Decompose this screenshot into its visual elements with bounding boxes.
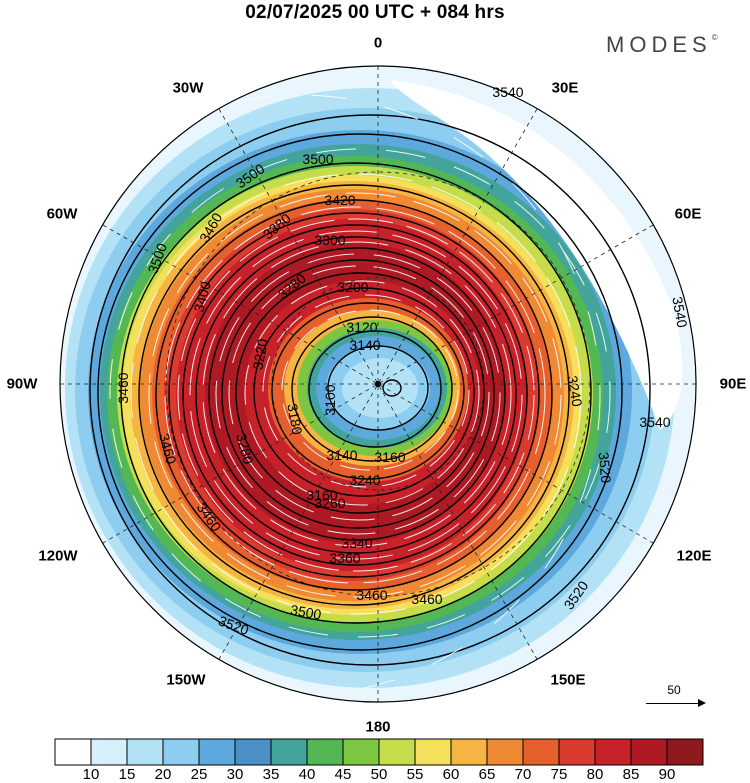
colorbar-tick-label: 90 [658, 766, 676, 783]
height-contours [89, 114, 651, 666]
graticule [60, 66, 696, 702]
lon-label-150e: 150E [550, 671, 586, 689]
colorbar-swatch [162, 738, 200, 766]
colorbar-swatch [522, 738, 560, 766]
contour-label: 3140 [349, 337, 380, 353]
colorbar-swatch [594, 738, 632, 766]
contour-label: 3180 [284, 402, 305, 436]
colorbar-tick-label: 55 [406, 766, 424, 783]
contour-label: 3500 [302, 151, 333, 167]
colorbar-tick-label: 40 [298, 766, 316, 783]
contour-label: 3280 [233, 432, 257, 466]
contour-label: 3140 [326, 447, 357, 463]
colorbar-tick-label: 85 [622, 766, 640, 783]
polar-map: 3540 3540 3540 3520 3520 3520 3500 3500 … [59, 65, 697, 703]
colorbar-tick-label: 20 [154, 766, 172, 783]
reference-vector: 50 [644, 683, 708, 713]
wind-streamlines [60, 94, 611, 696]
contour-label: 3260 [314, 495, 345, 511]
colorbar-tick-label: 35 [262, 766, 280, 783]
lon-label-120w: 120W [38, 547, 78, 565]
contour-label: 3200 [337, 279, 368, 295]
lon-label-120e: 120E [676, 547, 712, 565]
colorbar-tick-label: 45 [334, 766, 352, 783]
pole-marker [375, 381, 381, 387]
map-title: 02/07/2025 00 UTC + 084 hrs [245, 2, 505, 23]
lon-label-30w: 30W [172, 79, 204, 97]
lon-label-60e: 60E [674, 205, 702, 223]
contour-label: 3460 [115, 372, 131, 403]
contour-label: 3100 [322, 384, 338, 415]
colorbar-swatch [342, 738, 380, 766]
contour-label: 3300 [314, 232, 345, 248]
contour-label: 3120 [346, 319, 377, 335]
colorbar-swatch [270, 738, 308, 766]
contour-label: 3460 [356, 587, 387, 603]
contour-label: 3540 [639, 414, 670, 430]
map-boundary [59, 65, 697, 703]
colorbar-tick-label: 60 [442, 766, 460, 783]
colorbar-tick-label: 25 [190, 766, 208, 783]
colorbar-swatch [198, 738, 236, 766]
copyright-mark: © [711, 32, 718, 42]
colorbar-swatch [486, 738, 524, 766]
colorbar-swatch [306, 738, 344, 766]
contour-label: 3420 [324, 192, 355, 208]
brand-text: MODES [606, 32, 712, 57]
contour-label: 3460 [411, 591, 442, 607]
lon-label-150w: 150W [166, 671, 206, 689]
colorbar-swatch [666, 738, 704, 766]
colorbar-tick-label: 10 [82, 766, 100, 783]
lon-label-90e: 90E [719, 375, 747, 393]
colorbar-swatch [90, 738, 128, 766]
colorbar-tick-label: 80 [586, 766, 604, 783]
wind-speed-field [60, 66, 696, 702]
contour-label: 3460 [156, 432, 180, 466]
colorbar-swatch [414, 738, 452, 766]
contour-label: 3540 [669, 295, 690, 329]
reference-arrow-shaft [646, 703, 702, 704]
contour-label: 3160 [306, 487, 337, 503]
lon-label-60w: 60W [46, 205, 78, 223]
contour-label: 3340 [341, 535, 372, 551]
colorbar-tick-label: 30 [226, 766, 244, 783]
lon-label-180: 180 [365, 718, 391, 736]
contour-label: 3360 [329, 550, 360, 566]
lon-label-90w: 90W [6, 375, 38, 393]
brand-logo: MODES© [606, 32, 718, 58]
colorbar-swatch [234, 738, 272, 766]
contour-label: 3520 [596, 451, 615, 484]
contour-label: 3240 [349, 472, 380, 488]
colorbar-swatch [630, 738, 668, 766]
lon-label-30e: 30E [551, 79, 579, 97]
contour-label: 3160 [374, 449, 405, 465]
colorbar-swatch [126, 738, 164, 766]
contour-label: 3220 [249, 337, 270, 371]
colorbar-swatch [54, 738, 92, 766]
lon-label-0: 0 [373, 34, 383, 52]
colorbar-swatch [558, 738, 596, 766]
contour-label: 3540 [492, 84, 523, 100]
contour-label: 3400 [190, 279, 214, 313]
arrow-right-icon [698, 699, 706, 707]
contour-label: 3500 [289, 601, 323, 622]
colorbar-swatch [378, 738, 416, 766]
colorbar-swatch [450, 738, 488, 766]
colorbar-tick-label: 50 [370, 766, 388, 783]
colorbar [54, 738, 704, 766]
colorbar-tick-label: 15 [118, 766, 136, 783]
contour-label: 3240 [564, 374, 585, 408]
reference-vector-label: 50 [667, 683, 681, 697]
colorbar-tick-label: 75 [550, 766, 568, 783]
colorbar-tick-label: 70 [514, 766, 532, 783]
colorbar-tick-label: 65 [478, 766, 496, 783]
